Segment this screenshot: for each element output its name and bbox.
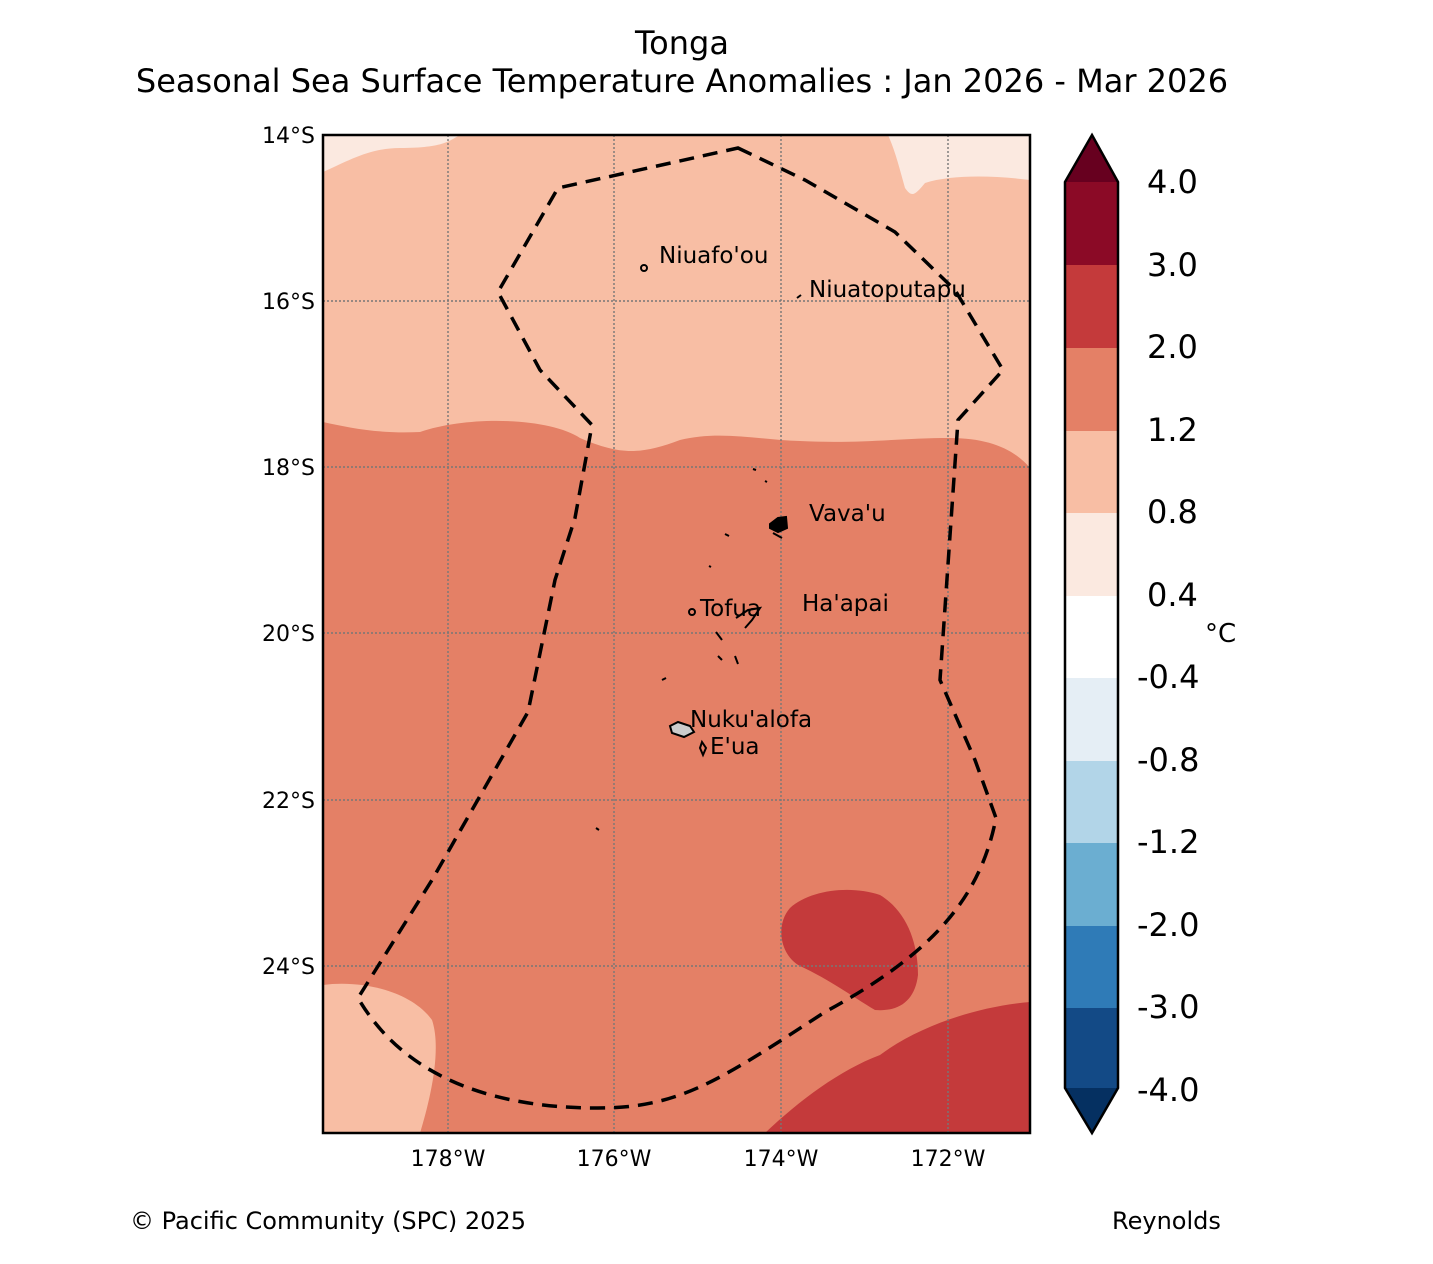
island-niuafoou [640,264,648,272]
island-vavau-reef [772,532,783,539]
colorbar-bin-neg0.8-neg1.2 [1065,761,1118,845]
cb-tick-1.2: 1.2 [1147,411,1198,449]
eez-boundary [355,146,1006,1110]
island-vavau [769,515,789,534]
latitude-labels: 14°S 16°S 18°S 20°S 22°S 24°S [262,124,315,980]
cb-tick-neg2.0: -2.0 [1137,906,1199,944]
colorbar-bin-neg1.2-neg2.0 [1065,843,1118,927]
graticule [323,135,1030,1133]
label-tofua: Tofua [699,596,761,622]
colorbar-extend-min [1065,1088,1118,1133]
cb-tick-4.0: 4.0 [1147,163,1198,201]
label-haapai: Ha'apai [802,591,889,617]
lon-label-172w: 172°W [911,1147,986,1172]
cb-tick-neg4.0: -4.0 [1137,1071,1199,1109]
colorbar-bin-neutral [1065,596,1118,680]
cb-tick-0.8: 0.8 [1147,493,1198,531]
cb-tick-0.4: 0.4 [1147,576,1198,614]
cb-tick-neg1.2: -1.2 [1137,823,1199,861]
island-niuatoputapu [796,294,802,299]
islands [595,264,802,831]
colorbar-tick-labels: 4.0 3.0 2.0 1.2 0.8 0.4 -0.4 -0.8 -1.2 -… [1137,163,1199,1109]
colorbar-bin-neg2.0-neg3.0 [1065,926,1118,1010]
cb-tick-neg0.8: -0.8 [1137,741,1199,779]
lat-label-24s: 24°S [262,955,315,980]
colorbar-outline [1063,132,1120,1136]
lon-label-174w: 174°W [744,1147,819,1172]
label-eua: E'ua [710,734,760,760]
place-labels: Niuafo'ou Niuatoputapu Vava'u Ha'apai To… [659,243,966,760]
longitude-labels: 178°W 176°W 174°W 172°W [411,1147,986,1172]
colorbar-bin-2.0-3.0 [1065,265,1118,349]
copyright-text: © Pacific Community (SPC) 2025 [130,1207,526,1235]
island-tofua [688,608,696,616]
lat-label-16s: 16°S [262,290,315,315]
anomaly-band-0.8-1.2-sw [323,983,436,1133]
lat-label-20s: 20°S [262,622,315,647]
colorbar-bin-neg0.4-neg0.8 [1065,678,1118,762]
colorbar-bin-3.0-4.0 [1065,182,1118,266]
cb-tick-neg0.4: -0.4 [1137,658,1199,696]
colorbar-bin-1.2-2.0 [1065,348,1118,432]
anomaly-band-2.0-3.0-south [765,1002,1030,1133]
island-haapai-south [715,631,739,665]
label-niuafoou: Niuafo'ou [659,243,768,269]
island-small-islets [595,468,768,831]
anomaly-band-0.4-0.8-nw [323,135,460,172]
anomaly-band-0.4-0.8-ne [888,135,1030,195]
cb-tick-2.0: 2.0 [1147,328,1198,366]
lat-label-22s: 22°S [262,789,315,814]
label-nukualofa: Nuku'alofa [690,707,812,733]
lat-label-18s: 18°S [262,456,315,481]
label-vavau: Vava'u [809,501,886,527]
colorbar-bin-neg3.0-neg4.0 [1065,1008,1118,1088]
colorbar-unit-label: °C [1205,619,1236,649]
colorbar [1063,132,1120,1136]
data-source-text: Reynolds [1112,1207,1221,1235]
colorbar-bin-0.8-1.2 [1065,431,1118,515]
colorbar-extend-max [1065,135,1118,182]
colorbar-bin-0.4-0.8 [1065,513,1118,597]
label-niuatoputapu: Niuatoputapu [809,277,966,303]
map-frame [321,133,1032,1135]
island-eua [698,739,708,758]
island-tongatapu [668,720,696,739]
anomaly-band-2.0-3.0-se-patch [781,889,918,1011]
map-title: Tonga [635,24,729,62]
lon-label-176w: 176°W [577,1147,652,1172]
map-subtitle: Seasonal Sea Surface Temperature Anomali… [135,62,1229,100]
cb-tick-neg3.0: -3.0 [1137,988,1199,1026]
cb-tick-3.0: 3.0 [1147,246,1198,284]
island-haapai-north [735,606,763,629]
lat-label-14s: 14°S [262,124,315,149]
lon-label-178w: 178°W [411,1147,486,1172]
